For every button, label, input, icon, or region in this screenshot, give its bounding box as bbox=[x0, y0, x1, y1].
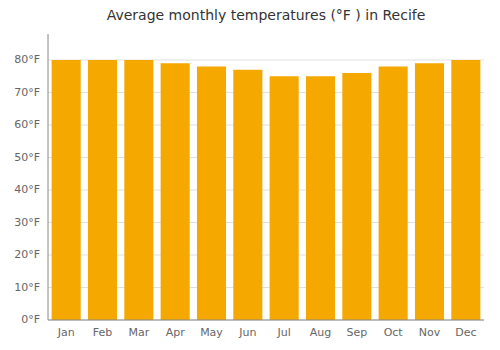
y-tick-label: 70°F bbox=[14, 86, 40, 99]
x-tick-label: May bbox=[200, 326, 223, 339]
bar bbox=[415, 63, 444, 320]
bars bbox=[52, 60, 481, 320]
y-tick-label: 40°F bbox=[14, 183, 40, 196]
x-tick-label: Feb bbox=[93, 326, 112, 339]
x-tick-label: Nov bbox=[419, 326, 441, 339]
x-tick-label: Apr bbox=[166, 326, 186, 339]
y-tick-label: 20°F bbox=[14, 248, 40, 261]
bar bbox=[342, 73, 371, 320]
grid-line bbox=[48, 320, 484, 321]
x-tick-label: Oct bbox=[384, 326, 404, 339]
x-tick-label: Jun bbox=[238, 326, 256, 339]
bar bbox=[379, 67, 408, 321]
x-ticks: Jan Feb Mar Apr May Jun Jul Aug Sep Oct Nov Dec bbox=[57, 326, 477, 339]
y-tick-label: 80°F bbox=[14, 53, 40, 66]
y-tick-label: 60°F bbox=[14, 118, 40, 131]
y-tick-label: 0°F bbox=[21, 313, 40, 326]
grid bbox=[48, 60, 484, 320]
bar bbox=[270, 76, 299, 320]
y-ticks: 0°F 10°F 20°F 30°F 40°F 50°F 60°F 70°F 80°F bbox=[14, 53, 40, 326]
y-axis-line bbox=[48, 34, 49, 320]
bar bbox=[88, 60, 117, 320]
x-tick-label: Jan bbox=[57, 326, 75, 339]
x-tick-label: Jul bbox=[277, 326, 291, 339]
y-tick-label: 10°F bbox=[14, 281, 40, 294]
y-tick-label: 50°F bbox=[14, 151, 40, 164]
bar bbox=[161, 63, 190, 320]
title: Average monthly temperatures (°F ) in Re… bbox=[107, 7, 426, 23]
bar bbox=[451, 60, 480, 320]
bar bbox=[52, 60, 81, 320]
y-tick-label: 30°F bbox=[14, 216, 40, 229]
bar bbox=[197, 67, 226, 321]
x-axis-line bbox=[48, 320, 484, 321]
chart: Average monthly temperatures (°F ) in Re… bbox=[0, 0, 500, 350]
bar bbox=[124, 60, 153, 320]
x-tick-label: Sep bbox=[346, 326, 367, 339]
bar bbox=[233, 70, 262, 320]
x-tick-label: Dec bbox=[455, 326, 476, 339]
x-tick-label: Mar bbox=[128, 326, 149, 339]
x-tick-label: Aug bbox=[310, 326, 331, 339]
bar bbox=[306, 76, 335, 320]
